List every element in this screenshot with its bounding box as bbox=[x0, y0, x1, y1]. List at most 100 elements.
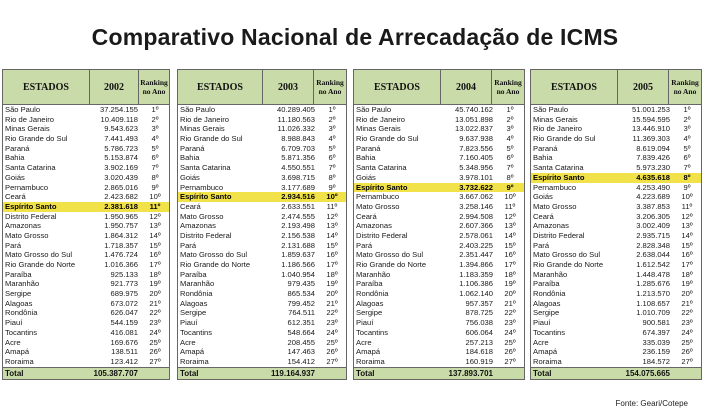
value-cell: 606.064 bbox=[465, 327, 493, 337]
value-cell: 138.511 bbox=[111, 347, 138, 357]
table-row: Alagoas 673.072 21º bbox=[3, 299, 169, 309]
ranking-cell: 18º bbox=[326, 269, 338, 279]
state-cell: Mato Grosso do Sul bbox=[533, 250, 601, 260]
value-cell: 2.994.508 bbox=[459, 211, 493, 221]
table-row: Minas Gerais 13.022.837 3º bbox=[354, 124, 524, 134]
state-cell: Rio Grande do Norte bbox=[180, 260, 251, 269]
ranking-cell: 5º bbox=[506, 143, 514, 153]
state-cell: Rio Grande do Norte bbox=[533, 260, 604, 269]
value-cell: 8.988.843 bbox=[281, 134, 315, 144]
ranking-cell: 8º bbox=[506, 172, 514, 182]
ranking-cell: 25º bbox=[681, 337, 693, 347]
state-cell: Ceará bbox=[533, 211, 554, 221]
state-cell: Rio Grande do Sul bbox=[533, 134, 596, 144]
ranking-cell: 7º bbox=[328, 163, 336, 173]
table-row: Piauí 544.159 23º bbox=[3, 318, 169, 328]
table-row: Sergipe 1.010.709 22º bbox=[531, 308, 701, 318]
value-cell: 548.664 bbox=[287, 327, 315, 337]
value-cell: 865.534 bbox=[287, 289, 315, 299]
ranking-cell: 26º bbox=[681, 347, 693, 357]
table-row: Pará 2.403.225 15º bbox=[354, 241, 524, 251]
ranking-cell: 21º bbox=[681, 298, 693, 308]
table-row: Bahia 5.153.874 6º bbox=[3, 153, 169, 163]
ranking-cell: 11º bbox=[504, 201, 516, 211]
table-row: Pará 2.828.348 15º bbox=[531, 241, 701, 251]
value-cell: 13.051.898 bbox=[454, 114, 493, 124]
table-row: Tocantins 606.064 24º bbox=[354, 328, 524, 338]
value-cell: 13.022.837 bbox=[454, 124, 493, 134]
ranking-cell: 4º bbox=[506, 134, 514, 144]
state-cell: Amazonas bbox=[5, 221, 41, 231]
ranking-cell: 17º bbox=[326, 260, 338, 269]
state-cell: Distrito Federal bbox=[5, 211, 57, 221]
table-row: Rio Grande do Sul 7.441.493 4º bbox=[3, 134, 169, 144]
table-row: Bahia 5.871.356 6º bbox=[178, 153, 346, 163]
state-cell: Santa Catarina bbox=[180, 163, 231, 173]
table-row: Distrito Federal 1.950.965 12º bbox=[3, 212, 169, 222]
highlighted-row: Espírito Santo 3.732.622 9º bbox=[354, 182, 524, 193]
table-row: Piauí 612.351 23º bbox=[178, 318, 346, 328]
value-cell: 3.698.715 bbox=[281, 172, 315, 182]
value-cell: 169.676 bbox=[110, 337, 138, 347]
ranking-cell: 27º bbox=[681, 356, 693, 366]
value-cell: 2.633.551 bbox=[281, 201, 315, 211]
value-cell: 689.975 bbox=[110, 289, 138, 299]
table-row: São Paulo 51.001.253 1º bbox=[531, 105, 701, 115]
ranking-cell: 8º bbox=[151, 172, 159, 182]
value-cell: 626.047 bbox=[110, 308, 138, 318]
ranking-cell: 21º bbox=[326, 298, 338, 308]
state-cell: Mato Grosso bbox=[356, 201, 400, 211]
state-cell: Rio Grande do Sul bbox=[5, 134, 68, 144]
value-cell: 4.635.618 bbox=[636, 172, 670, 182]
state-cell: Tocantins bbox=[356, 327, 389, 337]
value-cell: 1.285.676 bbox=[636, 279, 670, 289]
ranking-cell: 15º bbox=[504, 240, 516, 250]
value-cell: 2.934.516 bbox=[281, 192, 315, 202]
state-cell: Paraná bbox=[5, 143, 30, 153]
table-header: ESTADOS 2004 Ranking no Ano bbox=[354, 70, 524, 105]
header-year: 2002 bbox=[89, 70, 138, 104]
ranking-cell: 2º bbox=[151, 114, 159, 124]
state-cell: Paraná bbox=[180, 143, 205, 153]
state-cell: Bahia bbox=[356, 153, 376, 163]
table-row: Pernambuco 4.253.490 9º bbox=[531, 183, 701, 193]
ranking-cell: 12º bbox=[326, 211, 338, 221]
ranking-cell: 23º bbox=[504, 318, 516, 328]
table-row: Maranhão 921.773 19º bbox=[3, 279, 169, 289]
ranking-cell: 23º bbox=[326, 318, 338, 328]
value-cell: 37.254.155 bbox=[99, 105, 138, 114]
value-cell: 5.348.956 bbox=[459, 163, 493, 173]
state-cell: Amapá bbox=[533, 347, 558, 357]
header-year: 2005 bbox=[617, 70, 668, 104]
ranking-cell: 5º bbox=[328, 143, 336, 153]
ranking-cell: 19º bbox=[681, 279, 693, 289]
ranking-cell: 3º bbox=[683, 124, 691, 134]
total-row: Total 154.075.665 bbox=[531, 366, 701, 379]
value-cell: 4.223.689 bbox=[636, 192, 670, 202]
ranking-cell: 2º bbox=[506, 114, 514, 124]
total-label: Total bbox=[5, 368, 24, 378]
table-row: Paraíba 1.285.676 19º bbox=[531, 279, 701, 289]
state-cell: Sergipe bbox=[356, 308, 383, 318]
ranking-cell: 21º bbox=[149, 298, 161, 308]
table-row: Rondônia 626.047 22º bbox=[3, 308, 169, 318]
ranking-cell: 11º bbox=[149, 201, 161, 211]
ranking-cell: 22º bbox=[681, 308, 693, 318]
icms-table-2002: ESTADOS 2002 Ranking no Ano São Paulo 37.2… bbox=[2, 69, 170, 380]
ranking-cell: 17º bbox=[504, 260, 516, 269]
ranking-cell: 26º bbox=[326, 347, 338, 357]
state-cell: Maranhão bbox=[5, 279, 40, 289]
state-cell: Minas Gerais bbox=[356, 124, 401, 134]
value-cell: 2.828.348 bbox=[636, 240, 670, 250]
state-cell: Amazonas bbox=[356, 221, 392, 231]
state-cell: Bahia bbox=[5, 153, 25, 163]
value-cell: 2.607.366 bbox=[459, 221, 493, 231]
state-cell: Bahia bbox=[533, 153, 553, 163]
icms-table-2005: ESTADOS 2005 Ranking no Ano São Paulo 51.0… bbox=[530, 69, 702, 380]
value-cell: 1.864.312 bbox=[104, 230, 138, 240]
value-cell: 2.474.555 bbox=[281, 211, 315, 221]
table-row: Pernambuco 3.667.062 10º bbox=[354, 192, 524, 202]
state-cell: Roraima bbox=[356, 356, 385, 366]
ranking-cell: 23º bbox=[681, 318, 693, 328]
table-row: Pernambuco 3.177.689 9º bbox=[178, 183, 346, 193]
